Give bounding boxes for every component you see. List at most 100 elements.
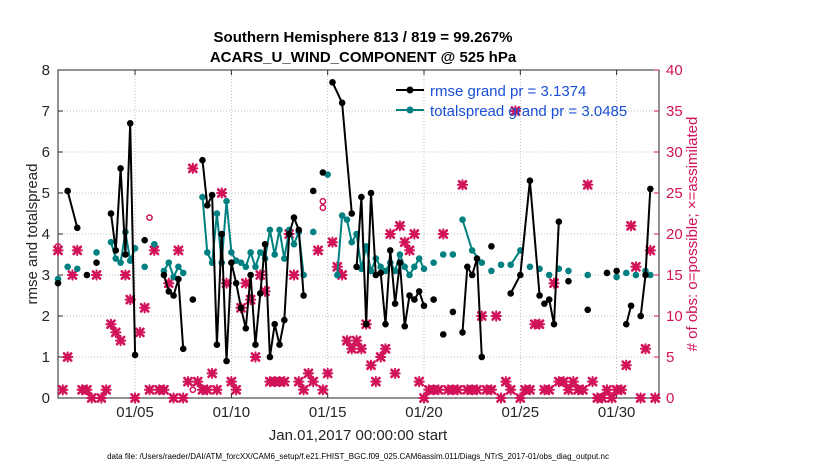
assimilated-obs-marker [293,376,305,388]
y-tick-label: 5 [42,185,50,202]
rmse-point [637,312,645,320]
y-axis-label: rmse and totalspread [24,164,41,305]
x-tick-label: 01/20 [405,404,443,421]
rmse-point [256,290,264,297]
rmse-point [415,288,423,295]
rmse-point [203,202,211,209]
totalspread-point [613,273,620,281]
totalspread-point [117,259,124,267]
assimilated-obs-marker [129,392,141,404]
totalspread-point [271,251,279,258]
totalspread-point [175,263,182,271]
assimilated-obs-marker [437,228,449,240]
rmse-point [300,292,307,299]
totalspread-point [488,267,495,275]
possible-obs-marker [319,204,327,212]
assimilated-obs-marker [586,376,599,388]
assimilated-obs-marker [110,326,122,338]
assimilated-obs-marker [143,384,156,396]
legend-rmse-marker [406,86,414,94]
rmse-series [54,79,654,365]
totalspread-point [449,251,457,258]
assimilated-obs-marker [577,384,589,396]
assimilated-obs-marker [192,376,204,388]
legend-spread-label: totalspread grand pr = 3.0485 [430,103,627,120]
rmse-point [541,300,548,308]
assimilated-obs-marker [81,384,93,396]
totalspread-point [632,271,640,279]
rmse-point [565,277,572,285]
totalspread-point [179,269,187,277]
y-tick-label: 3 [42,267,50,284]
assimilated-obs-marker [476,310,488,322]
rmse-point [218,230,226,238]
totalspread-point [213,210,221,217]
rmse-point [126,120,134,127]
rmse-point [295,226,303,234]
totalspread-point [228,249,235,256]
assimilated-obs-marker [625,220,637,232]
x-axis: 01/05 01/10 01/15 01/20 01/25 01/30 [116,70,635,421]
assimilated-obs-marker [86,392,98,404]
assimilated-obs-marker [495,392,507,404]
rmse-point [281,316,288,324]
rmse-point [213,341,221,349]
assimilated-obs-marker [509,105,522,117]
assimilated-obs-marker [249,351,262,363]
totalspread-point [276,226,283,234]
assimilated-obs-marker [225,376,237,388]
rmse-point [170,292,177,299]
assimilated-obs-marker [307,376,319,388]
rmse-point [175,275,182,283]
assimilated-obs-marker [543,384,555,396]
rmse-point [285,230,293,238]
y-tick-label: 7 [42,103,50,120]
y2-tick-label: 30 [666,144,683,161]
data-file-footer: data file: /Users/raeder/DAI/ATM_forcXX/… [107,452,609,461]
totalspread-point [281,255,288,262]
totalspread-point [406,271,413,279]
assimilated-obs-marker [562,384,575,396]
assimilated-obs-marker [452,384,464,396]
y2-axis-label: # of obs: o=possible; ×=assimilated [684,117,701,352]
assimilated-obs-marker [134,326,146,338]
y-tick-label: 2 [42,308,50,325]
totalspread-point [367,267,375,275]
assimilated-obs-marker [187,162,199,174]
rmse-point [526,177,534,184]
assimilated-obs-marker [211,384,223,396]
assimilated-obs-marker [57,384,69,396]
rmse-point [276,341,283,349]
assimilated-obs-marker [66,269,79,281]
totalspread-point [338,212,346,219]
totalspread-point [420,265,428,273]
rmse-point [112,247,120,254]
rmse-point [228,259,235,267]
y2-tick-label: 0 [666,390,674,407]
assimilated-obs-marker [615,384,628,396]
totalspread-point [396,251,404,258]
rmse-point [459,329,466,336]
y2-tick-label: 25 [666,185,683,202]
totalspread-point [348,238,356,246]
x-axis-label: Jan.01,2017 00:00:00 start [269,427,448,444]
totalspread-point [199,193,206,201]
rmse-point [309,187,317,195]
rmse-point [319,169,327,176]
assimilated-obs-marker [288,269,300,281]
rmse-point [141,236,148,244]
rmse-point [131,351,139,359]
rmse-line [509,179,541,296]
rmse-point [411,296,418,303]
y-tick-label: 1 [42,349,50,366]
assimilated-obs-marker [326,236,339,248]
assimilated-obs-marker [413,376,425,388]
totalspread-point [459,216,466,223]
assimilated-obs-marker [485,384,498,396]
rmse-point [627,302,635,310]
rmse-point [507,290,514,297]
assimilated-obs-marker [630,261,642,273]
assimilated-obs-marker [240,277,252,289]
y2-tick-label: 20 [666,226,683,243]
